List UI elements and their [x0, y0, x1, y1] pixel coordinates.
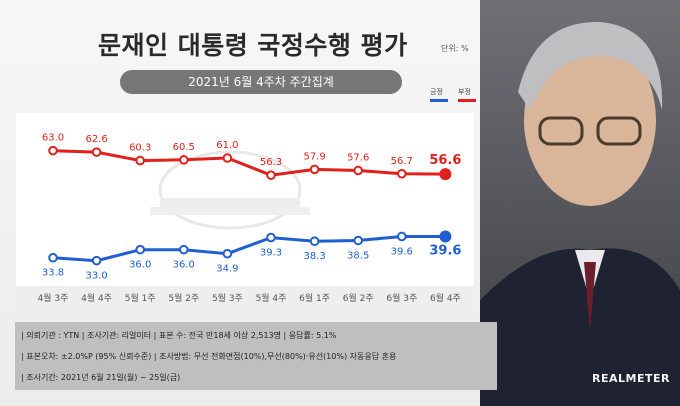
data-label-negative: 56.6 — [429, 153, 461, 168]
data-point-negative — [222, 153, 233, 163]
x-tick-label: 4월 4주 — [81, 292, 112, 304]
data-label-positive: 34.9 — [216, 264, 238, 275]
data-point-negative — [397, 168, 407, 179]
data-label-negative: 56.7 — [391, 156, 413, 167]
data-point-positive — [48, 252, 58, 263]
data-point-negative — [91, 147, 102, 157]
data-point-negative — [309, 164, 320, 175]
data-point-negative — [135, 155, 145, 166]
legend-positive: 긍정 — [430, 87, 448, 102]
data-point-positive — [222, 248, 233, 259]
data-label-positive: 36.0 — [129, 260, 151, 271]
unit-label: 단위: % — [441, 44, 469, 53]
data-label-negative: 60.5 — [173, 142, 195, 153]
data-point-positive — [179, 244, 189, 255]
data-label-negative: 62.6 — [85, 134, 107, 145]
data-point-negative — [353, 165, 364, 176]
data-label-positive: 38.5 — [347, 251, 369, 262]
data-label-negative: 61.0 — [216, 140, 238, 151]
survey-info-line-2: | 표본오차: ±2.0%P (95% 신뢰수준) | 조사방법: 무선 전화면… — [21, 352, 397, 361]
chart-subtitle: 2021년 6월 4주차 주간집계 — [120, 70, 402, 94]
data-label-positive: 39.6 — [391, 246, 413, 257]
survey-info-line-1: | 의뢰기관 : YTN | 조사기관: 리얼미터 | 표본 수: 전국 만18… — [21, 331, 337, 340]
legend-positive-swatch — [430, 99, 448, 102]
plot-area — [16, 113, 474, 306]
data-point-positive — [397, 231, 407, 242]
x-tick-label: 6월 2주 — [343, 292, 374, 304]
data-label-positive: 39.3 — [260, 248, 282, 259]
survey-info-box: | 의뢰기관 : YTN | 조사기관: 리얼미터 | 표본 수: 전국 만18… — [15, 322, 497, 390]
data-point-positive — [439, 230, 452, 243]
data-point-negative — [179, 155, 189, 165]
data-point-positive — [135, 244, 145, 255]
data-label-negative: 57.9 — [303, 151, 325, 162]
watermark-emblem — [150, 150, 310, 230]
x-tick-label: 6월 3주 — [386, 292, 417, 304]
x-tick-label: 5월 3주 — [212, 292, 243, 304]
series-line-positive — [52, 235, 446, 263]
x-tick-label: 4월 3주 — [38, 292, 69, 304]
x-tick-label: 6월 4주 — [430, 292, 461, 304]
data-point-positive — [266, 232, 276, 243]
data-label-positive: 39.6 — [429, 243, 461, 258]
legend-negative-swatch — [458, 99, 476, 102]
survey-info-line-3: | 조사기간: 2021년 6월 21일(월) ~ 25일(금) — [21, 373, 181, 382]
brand-logo: REALMETER — [592, 372, 670, 385]
data-label-positive: 33.8 — [42, 268, 64, 279]
data-label-positive: 36.0 — [173, 260, 195, 271]
data-label-negative: 60.3 — [129, 143, 151, 154]
legend-negative-label: 부정 — [458, 88, 471, 96]
data-point-negative — [439, 168, 452, 181]
legend-negative: 부정 — [458, 87, 476, 102]
legend-positive-label: 긍정 — [430, 88, 443, 96]
data-point-negative — [48, 145, 58, 156]
x-axis-band — [16, 286, 474, 308]
x-tick-label: 5월 2주 — [168, 292, 199, 304]
data-label-negative: 56.3 — [260, 157, 282, 168]
data-point-positive — [309, 236, 320, 247]
data-point-positive — [91, 255, 102, 266]
data-label-positive: 38.3 — [303, 251, 325, 262]
series-line-negative — [52, 149, 446, 177]
x-tick-label: 5월 4주 — [256, 292, 287, 304]
data-label-negative: 57.6 — [347, 152, 369, 163]
portrait-photo — [480, 0, 680, 406]
data-label-positive: 33.0 — [85, 271, 107, 282]
data-point-positive — [353, 235, 364, 246]
chart-title: 문재인 대통령 국정수행 평가 — [98, 31, 408, 60]
data-point-negative — [266, 170, 276, 181]
data-label-negative: 63.0 — [42, 133, 64, 144]
x-tick-label: 5월 1주 — [125, 292, 156, 304]
x-tick-label: 6월 1주 — [299, 292, 330, 304]
